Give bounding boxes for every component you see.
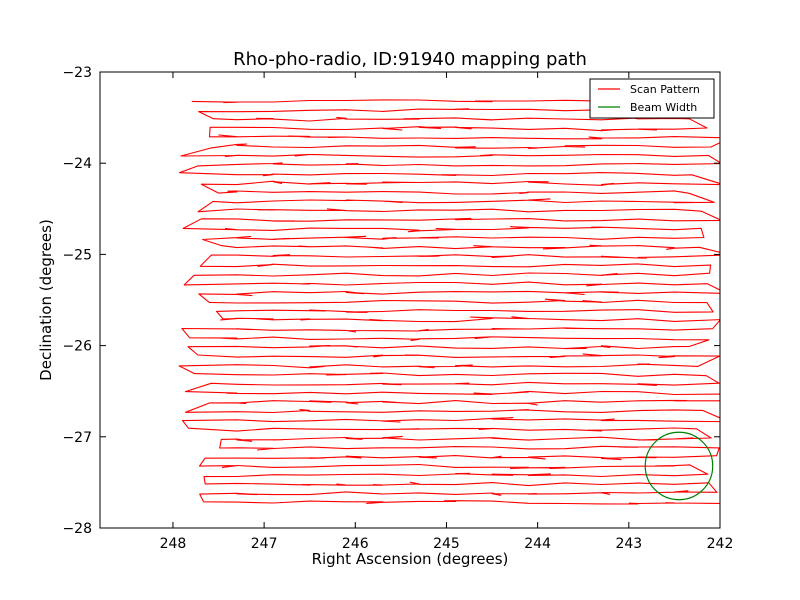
- y-tick-label: −26: [62, 339, 92, 355]
- x-tick-label: 247: [251, 536, 278, 552]
- x-axis-ticks: 248 247 246 245 244 243 242: [160, 72, 734, 552]
- series-scan-pattern: [178, 99, 720, 505]
- legend-label-beam-width: Beam Width: [630, 101, 697, 114]
- legend-label-scan-pattern: Scan Pattern: [630, 83, 700, 96]
- x-tick-label: 246: [342, 536, 369, 552]
- plot-frame: [99, 71, 721, 529]
- y-tick-label: −23: [62, 65, 92, 81]
- y-tick-label: −25: [62, 247, 92, 263]
- series-beam-width: [644, 431, 714, 501]
- chart-title: Rho-pho-radio, ID:91940 mapping path: [233, 49, 587, 70]
- x-axis-title: Right Ascension (degrees): [312, 550, 509, 568]
- y-tick-label: −27: [62, 430, 92, 446]
- x-tick-label: 245: [433, 536, 460, 552]
- x-tick-label: 242: [707, 536, 734, 552]
- y-axis-ticks: −23 −24 −25 −26 −27 −28: [62, 65, 720, 537]
- legend-box: [589, 78, 715, 119]
- y-axis-title: Declination (degrees): [37, 219, 55, 381]
- legend: Scan Pattern Beam Width: [589, 78, 715, 119]
- y-tick-label: −28: [62, 521, 92, 537]
- x-tick-label: 244: [524, 536, 551, 552]
- y-tick-label: −24: [62, 156, 92, 172]
- x-tick-label: 248: [160, 536, 187, 552]
- plot-series: [178, 99, 720, 505]
- x-tick-label: 243: [615, 536, 642, 552]
